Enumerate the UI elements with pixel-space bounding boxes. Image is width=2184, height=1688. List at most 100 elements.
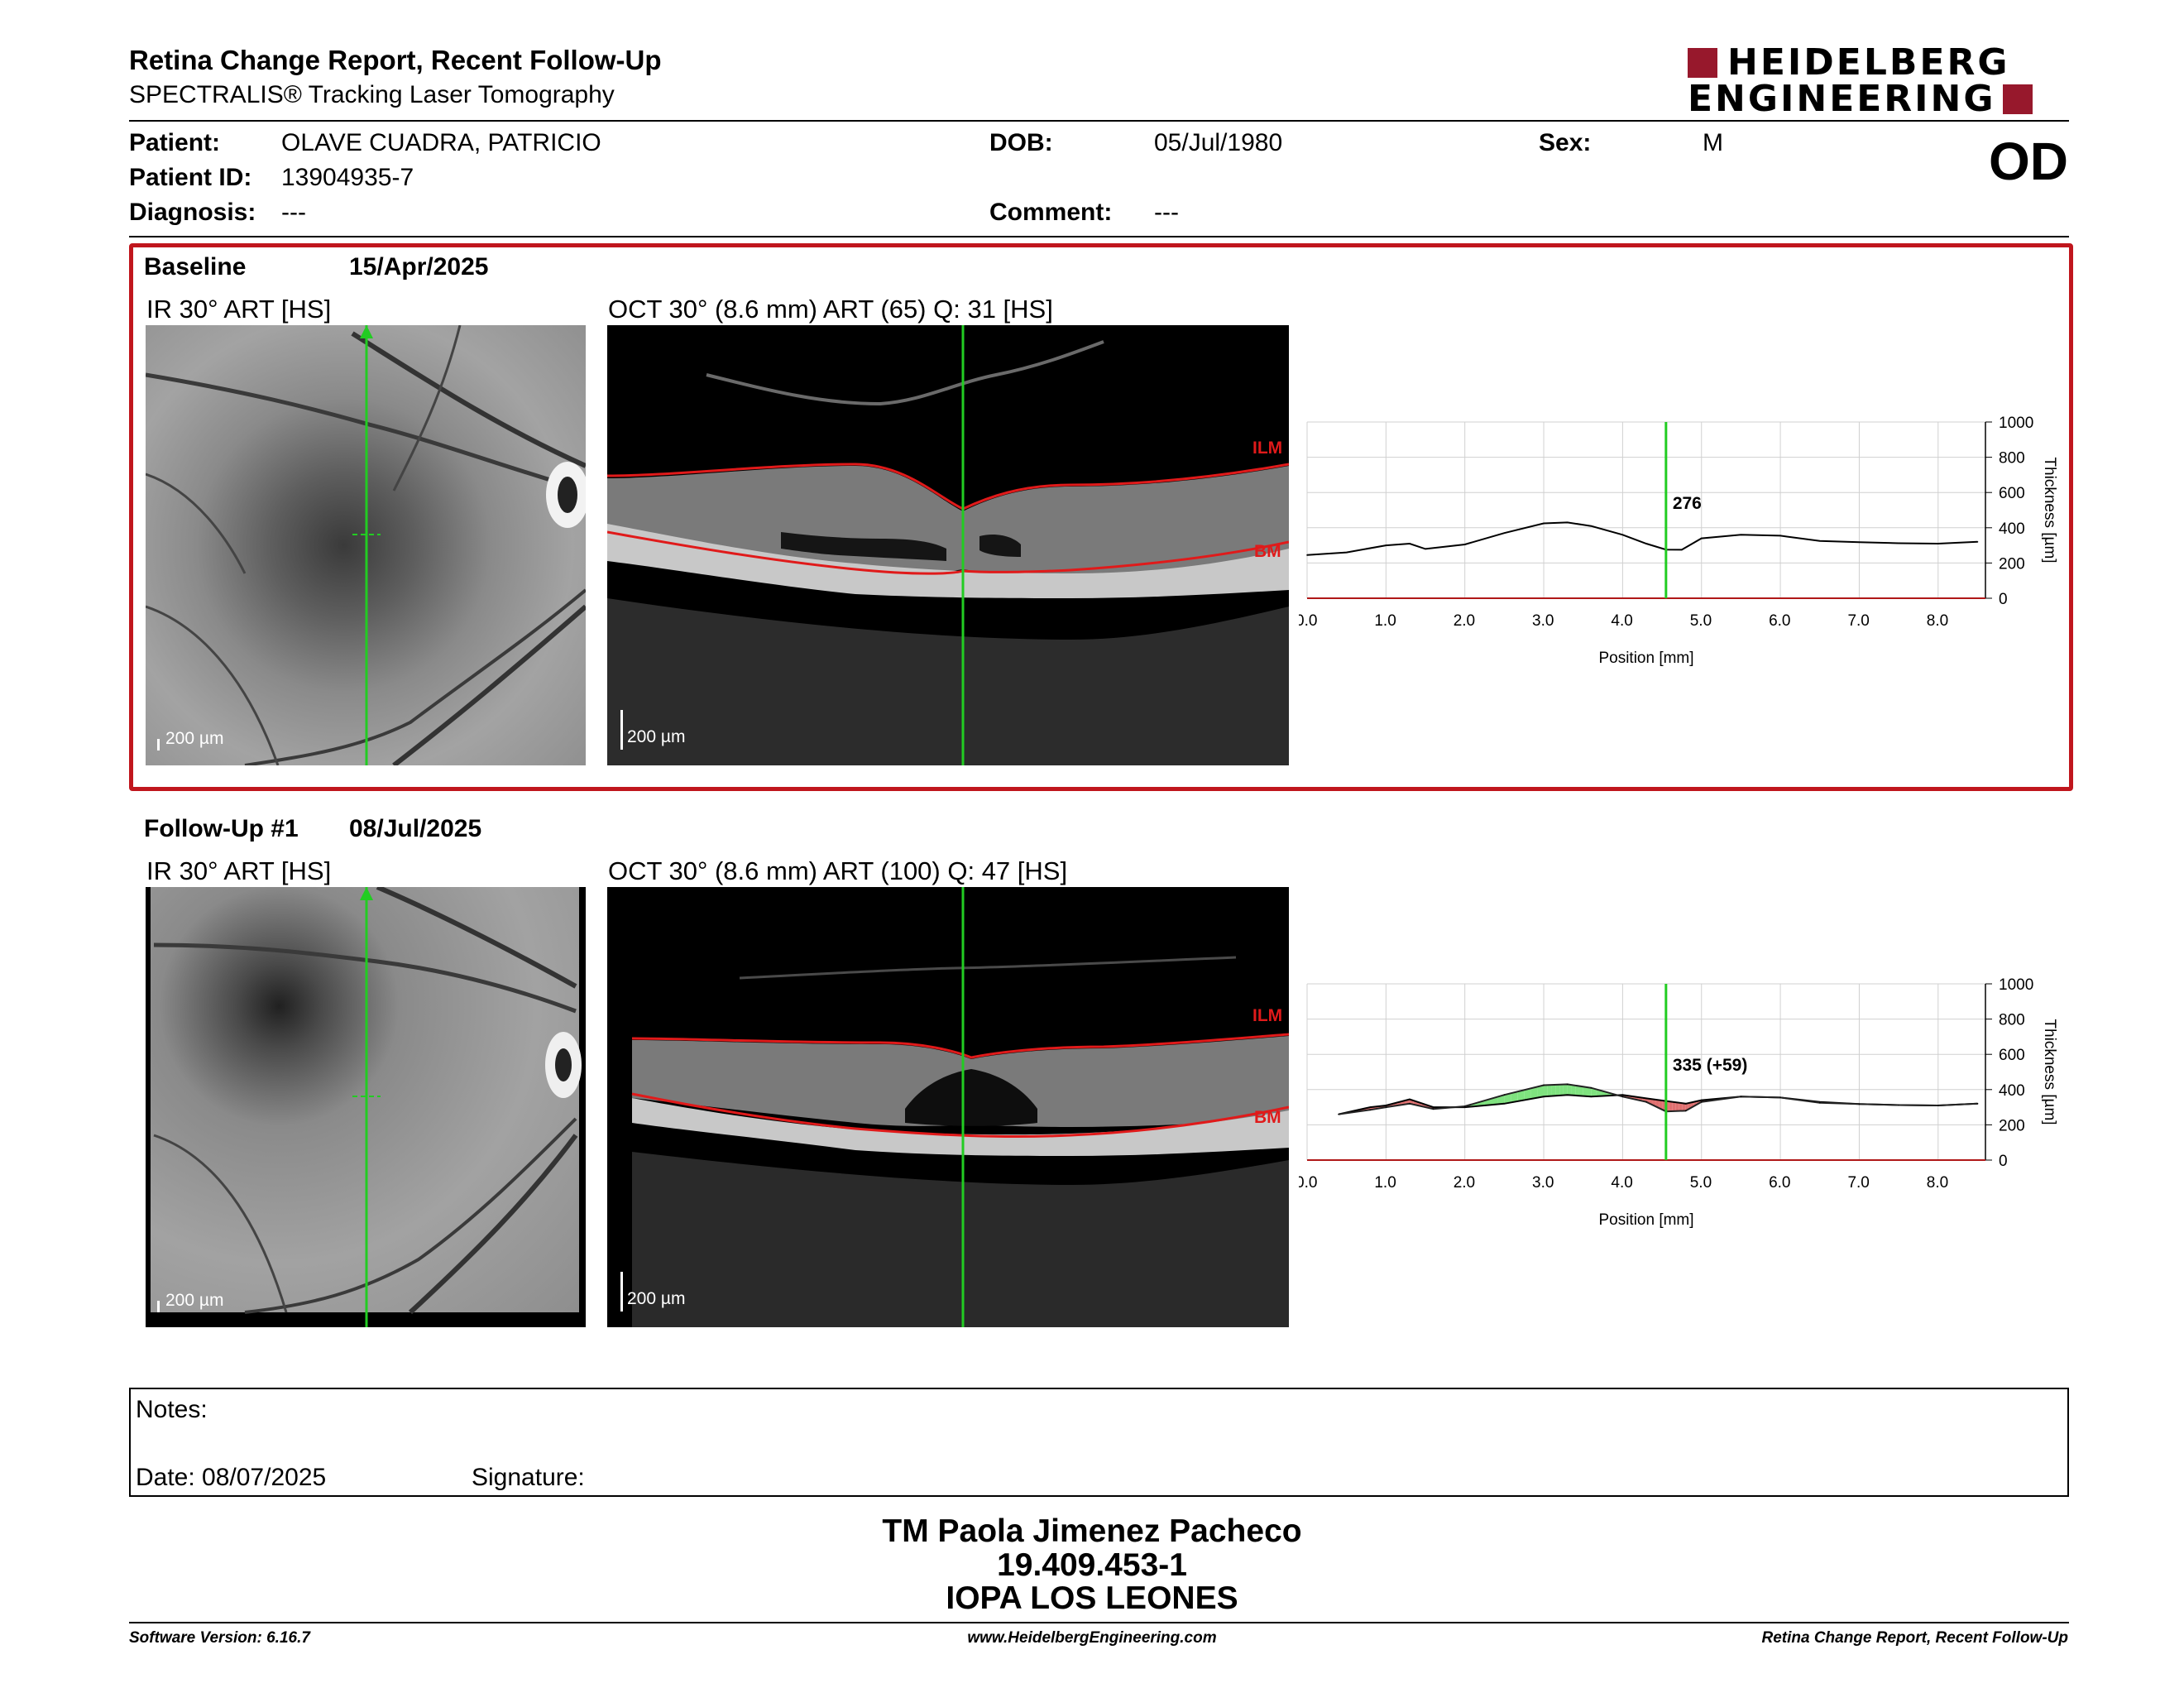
difference-area <box>1497 1095 1505 1105</box>
difference-area <box>1587 1086 1592 1097</box>
ilm-label: ILM <box>1252 1006 1282 1025</box>
x-axis-label: Position [mm] <box>1598 650 1693 667</box>
data-point <box>1937 543 1939 544</box>
data-point <box>1621 534 1624 536</box>
data-point <box>1543 1096 1545 1098</box>
x-tick-label: 1.0 <box>1374 1174 1396 1192</box>
diagnosis-label: Diagnosis: <box>129 199 256 226</box>
signer-institution: IOPA LOS LEONES <box>946 1580 1238 1616</box>
sex-label: Sex: <box>1539 129 1592 156</box>
report-title: Retina Change Report, Recent Follow-Up <box>129 45 662 75</box>
data-point <box>1409 1098 1410 1101</box>
x-tick-label: 4.0 <box>1611 612 1632 630</box>
y-tick-label: 400 <box>1999 1082 2025 1100</box>
data-point <box>1432 1106 1434 1108</box>
data-point <box>1898 1104 1899 1106</box>
data-point <box>1543 1084 1545 1086</box>
data-point <box>1779 535 1781 537</box>
data-point <box>1463 1105 1466 1107</box>
data-point <box>1409 543 1410 544</box>
sex-value: M <box>1703 129 1723 156</box>
patient-label: Patient: <box>129 129 221 156</box>
software-version: Software Version: 6.16.7 <box>129 1629 310 1647</box>
y-tick-label: 1000 <box>1999 976 2033 994</box>
data-point <box>1700 537 1703 539</box>
logo-text-line1: HEIDELBERG <box>1727 41 2010 84</box>
data-point <box>1645 1101 1647 1103</box>
logo-square-icon <box>2002 84 2033 114</box>
data-point <box>1898 542 1899 544</box>
data-point <box>1976 541 1979 543</box>
data-point <box>1338 1113 1339 1115</box>
x-tick-label: 7.0 <box>1847 612 1869 630</box>
data-point <box>1684 1103 1687 1105</box>
difference-area <box>1591 1087 1597 1097</box>
scale-bar <box>157 1301 160 1312</box>
difference-area <box>1578 1086 1583 1096</box>
data-point <box>1432 1108 1434 1110</box>
difference-area <box>1583 1086 1588 1096</box>
notes-label: Notes: <box>136 1396 208 1423</box>
x-tick-label: 2.0 <box>1454 612 1475 630</box>
thickness-line <box>1306 521 1978 556</box>
bm-label: BM <box>1254 1108 1281 1127</box>
data-point <box>1818 539 1821 542</box>
dob-value: 05/Jul/1980 <box>1154 129 1283 156</box>
difference-area <box>1679 1102 1683 1111</box>
baseline-label: Baseline <box>144 253 247 281</box>
data-point <box>1976 1103 1979 1105</box>
footer-report-name: Retina Change Report, Recent Follow-Up <box>1761 1629 2068 1647</box>
followup-thickness-chart: 0.0 1.0 2.0 3.0 4.0 5.0 6.0 7.0 8.0 0 200 400 600 800… <box>1299 976 2058 1229</box>
difference-area <box>1551 1084 1556 1096</box>
difference-area <box>1547 1085 1552 1096</box>
y-tick-label: 0 <box>1999 591 2008 608</box>
header-divider <box>129 120 2069 122</box>
data-point <box>1566 1083 1569 1086</box>
difference-area <box>1575 1085 1579 1096</box>
data-point <box>1369 1109 1372 1111</box>
baseline-thickness-chart: 0.0 1.0 2.0 3.0 4.0 5.0 6.0 7.0 8.0 0 200 400 600 800… <box>1299 415 2058 667</box>
difference-area <box>1478 1101 1485 1106</box>
data-point <box>1645 1097 1647 1100</box>
difference-area <box>1504 1093 1511 1104</box>
x-tick-label: 5.0 <box>1690 612 1712 630</box>
followup-date: 08/Jul/2025 <box>349 815 482 842</box>
baseline-ir-caption: IR 30° ART [HS] <box>146 295 332 324</box>
x-axis-label: Position [mm] <box>1598 1211 1693 1229</box>
difference-area <box>1511 1091 1518 1103</box>
baseline-oct-caption: OCT 30° (8.6 mm) ART (65) Q: 31 [HS] <box>608 295 1053 324</box>
difference-area <box>1675 1102 1679 1111</box>
bm-label: BM <box>1254 542 1281 561</box>
data-point <box>1740 534 1742 536</box>
data-point <box>1621 1096 1624 1098</box>
data-point <box>1684 1110 1687 1112</box>
diagnosis-value: --- <box>281 199 306 226</box>
data-point <box>1503 1094 1506 1096</box>
scale-bar <box>157 739 160 750</box>
y-tick-label: 0 <box>1999 1153 2008 1170</box>
oct-bscan: ILM BM <box>631 887 1289 1327</box>
y-tick-label: 200 <box>1999 1117 2025 1134</box>
data-point <box>1681 549 1683 551</box>
notes-box[interactable] <box>129 1388 2069 1497</box>
y-tick-label: 1000 <box>1999 415 2033 432</box>
y-tick-label: 200 <box>1999 555 2025 573</box>
baseline-oct-image: ILM BM 200 µm <box>607 325 1289 765</box>
data-point <box>1409 1103 1410 1105</box>
data-point <box>1858 1103 1861 1105</box>
oct-scale-bar <box>620 1272 623 1312</box>
fundus-vessels <box>153 887 582 1327</box>
data-point <box>1345 551 1348 554</box>
data-point <box>1740 1096 1742 1098</box>
y-tick-label: 800 <box>1999 450 2025 468</box>
data-point <box>1566 1094 1569 1096</box>
x-tick-label: 0.0 <box>1299 612 1317 630</box>
website-link[interactable]: www.HeidelbergEngineering.com <box>967 1629 1217 1647</box>
logo-text-line2: ENGINEERING <box>1688 78 1996 120</box>
scale-label: 200 µm <box>165 729 224 748</box>
difference-area <box>1537 1085 1545 1098</box>
difference-area <box>1672 1101 1676 1111</box>
oct-scale-label: 200 µm <box>627 727 686 746</box>
x-tick-label: 6.0 <box>1769 1174 1790 1192</box>
y-axis-label: Thickness [µm] <box>2041 1019 2058 1125</box>
